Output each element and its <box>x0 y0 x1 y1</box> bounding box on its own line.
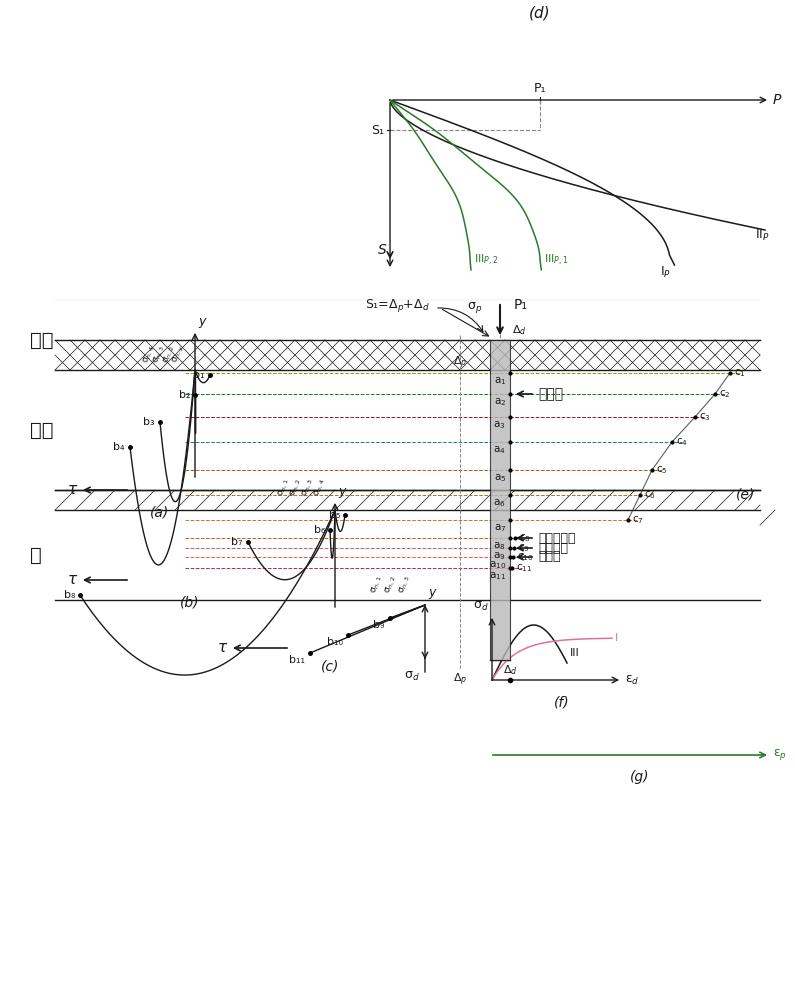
Text: b₅: b₅ <box>328 510 340 520</box>
Text: σ$_d$: σ$_d$ <box>405 670 420 683</box>
Text: III: III <box>570 648 580 658</box>
Text: 填土: 填土 <box>30 330 53 350</box>
Text: σ$_{n,2}$: σ$_{n,2}$ <box>289 477 304 498</box>
Text: b₂: b₂ <box>179 390 190 400</box>
Text: c$_{4}$: c$_{4}$ <box>676 436 688 448</box>
Text: c$_{10}$: c$_{10}$ <box>517 551 533 563</box>
Text: P₁: P₁ <box>514 298 528 312</box>
Text: III$_{P,1}$: III$_{P,1}$ <box>545 253 569 268</box>
Text: I$_P$: I$_P$ <box>660 265 671 280</box>
Text: σ$_{n,4}$: σ$_{n,4}$ <box>141 344 157 365</box>
Text: σ$_{n,y}$: σ$_{n,y}$ <box>170 343 187 365</box>
Text: a$_{9}$: a$_{9}$ <box>494 550 506 562</box>
Text: a$_{7}$: a$_{7}$ <box>494 522 506 534</box>
Text: a$_{6}$: a$_{6}$ <box>494 497 506 509</box>
Text: Δ$_d$: Δ$_d$ <box>502 663 518 677</box>
Text: σ$_{n,4}$: σ$_{n,4}$ <box>312 477 328 498</box>
Text: 破坏区: 破坏区 <box>538 387 563 401</box>
Text: τ: τ <box>218 641 227 656</box>
Text: σ$_{n,2}$: σ$_{n,2}$ <box>161 344 177 365</box>
Text: c$_{1}$: c$_{1}$ <box>734 367 746 379</box>
Text: I: I <box>615 633 619 643</box>
Text: P: P <box>773 93 781 107</box>
Text: σ$_d$: σ$_d$ <box>473 600 489 613</box>
Text: c$_{3}$: c$_{3}$ <box>699 411 711 423</box>
Text: σ$_{n,3}$: σ$_{n,3}$ <box>151 344 167 365</box>
Text: II$_P$: II$_P$ <box>755 227 770 243</box>
Text: S₁=Δ$_p$+Δ$_d$: S₁=Δ$_p$+Δ$_d$ <box>365 296 430 314</box>
Text: a$_{3}$: a$_{3}$ <box>494 419 506 431</box>
Text: a$_{10}$: a$_{10}$ <box>489 559 506 571</box>
Text: (d): (d) <box>529 5 551 20</box>
Text: y: y <box>198 315 205 328</box>
Text: a$_{1}$: a$_{1}$ <box>494 375 506 387</box>
Text: a$_{8}$: a$_{8}$ <box>494 540 506 552</box>
Text: ε$_d$: ε$_d$ <box>625 673 639 687</box>
Text: (f): (f) <box>554 695 570 709</box>
Bar <box>490 340 510 660</box>
Text: σ$_p$: σ$_p$ <box>467 300 482 315</box>
Text: σ$_{n,3}$: σ$_{n,3}$ <box>398 574 413 595</box>
Text: b₇: b₇ <box>231 537 243 547</box>
Text: a$_{2}$: a$_{2}$ <box>494 396 506 408</box>
Text: Δ$_p$: Δ$_p$ <box>453 672 467 688</box>
Text: b₁₀: b₁₀ <box>327 637 343 647</box>
Text: (g): (g) <box>630 770 650 784</box>
Text: b₈: b₈ <box>64 590 75 600</box>
Text: a$_{11}$: a$_{11}$ <box>489 570 506 582</box>
Text: c$_{11}$: c$_{11}$ <box>516 562 533 574</box>
Text: y: y <box>338 485 345 498</box>
Text: b₁₁: b₁₁ <box>289 655 305 665</box>
Text: 欠稳定区: 欠稳定区 <box>538 542 568 554</box>
Text: (a): (a) <box>150 505 169 519</box>
Text: (c): (c) <box>321 660 339 674</box>
Text: τ: τ <box>68 483 77 497</box>
Text: b₆: b₆ <box>313 525 325 535</box>
Text: 临界状态区: 临界状态区 <box>538 532 576 544</box>
Text: c$_{6}$: c$_{6}$ <box>644 489 656 501</box>
Text: σ$_{n,1}$: σ$_{n,1}$ <box>369 574 385 595</box>
Text: c$_{5}$: c$_{5}$ <box>656 464 668 476</box>
Text: a$_{4}$: a$_{4}$ <box>494 444 506 456</box>
Text: III$_{P,2}$: III$_{P,2}$ <box>474 253 498 268</box>
Text: b₁: b₁ <box>193 370 205 380</box>
Text: (e): (e) <box>735 488 755 502</box>
Text: 稳定区: 稳定区 <box>538 550 560 564</box>
Text: a$_{5}$: a$_{5}$ <box>494 472 506 484</box>
Text: c$_{2}$: c$_{2}$ <box>719 388 731 400</box>
Text: c$_{7}$: c$_{7}$ <box>632 514 644 526</box>
Text: b₉: b₉ <box>374 620 385 630</box>
Text: (b): (b) <box>180 595 200 609</box>
Text: c$_{9}$: c$_{9}$ <box>518 542 530 554</box>
Text: c$_{8}$: c$_{8}$ <box>519 532 531 544</box>
Text: S: S <box>378 243 387 257</box>
Text: τ: τ <box>68 572 77 587</box>
Text: S₁: S₁ <box>371 123 384 136</box>
Text: b₄: b₄ <box>114 442 125 452</box>
Text: P₁: P₁ <box>533 82 546 95</box>
Text: Δ$_d$: Δ$_d$ <box>512 323 526 337</box>
Text: σ$_{n,1}$: σ$_{n,1}$ <box>276 477 292 498</box>
Text: y: y <box>428 586 436 599</box>
Text: 砂: 砂 <box>30 546 42 564</box>
Text: b₃: b₃ <box>143 417 155 427</box>
Text: ε$_p$: ε$_p$ <box>773 748 787 762</box>
Text: 粘土: 粘土 <box>30 420 53 440</box>
Text: Δ$_p$: Δ$_p$ <box>453 355 467 371</box>
Text: σ$_{n,3}$: σ$_{n,3}$ <box>301 477 316 498</box>
Text: σ$_{n,2}$: σ$_{n,2}$ <box>383 574 399 595</box>
